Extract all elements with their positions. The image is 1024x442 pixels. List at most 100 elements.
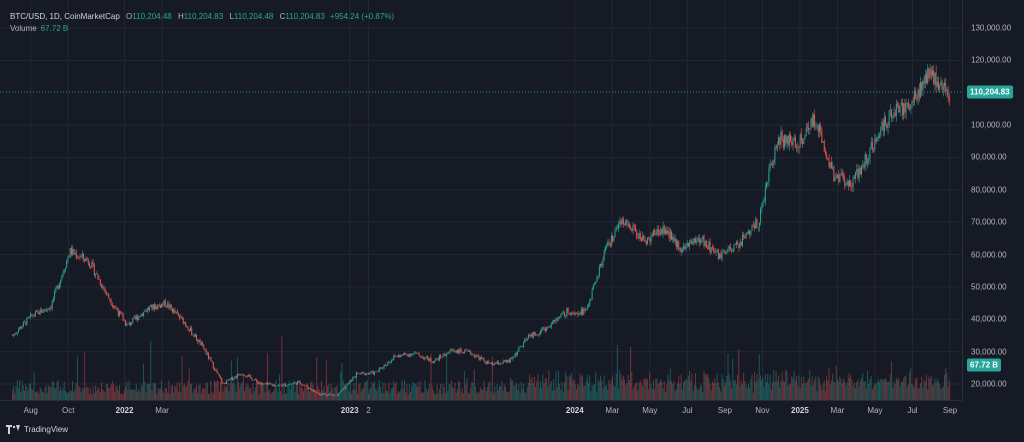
volume-label[interactable]: Volume [10,24,37,33]
volume-bar [153,382,155,400]
volume-bar [345,388,347,400]
candle [923,75,925,89]
candle [693,237,695,245]
candle [280,384,282,386]
volume-bar [111,380,113,400]
candle [209,356,211,359]
volume-bar [768,384,770,400]
candle [479,356,481,362]
volume-bar [417,382,419,400]
candle [681,247,683,253]
volume-bar [109,387,111,400]
volume-bar [505,386,507,400]
candle [853,174,855,180]
volume-bar [667,374,669,400]
volume-bar [612,375,614,400]
volume-bar [234,384,236,400]
volume-bar [759,375,761,400]
price-scale[interactable]: 130,000.00 120,000.00 100,000.00 90,000.00 8… [962,0,1024,400]
candle [832,161,834,171]
candle [883,111,885,136]
candle [654,228,656,236]
volume-bar [435,393,437,400]
volume-bar [90,387,92,400]
volume-bar [642,386,644,400]
candle [40,308,42,313]
candle [848,175,850,187]
volume-bar [882,379,884,400]
candle [54,289,56,302]
volume-bar [823,380,825,400]
legend-volume-row: Volume 67.72 B [10,23,394,35]
chart-pane[interactable]: BTC/USD, 1D, CoinMarketCap O110,204.48 H… [0,0,962,400]
candle [298,380,300,383]
candle [271,383,273,387]
candle [49,306,51,313]
candle [289,383,291,385]
candle [60,279,62,288]
time-scale[interactable]: Aug Oct 2022 Mar 2023 2 2024 Mar May Jul Sep Nov 202… [0,400,962,421]
volume-bar [566,376,568,400]
candle [241,374,243,376]
volume-bar [797,385,799,400]
tradingview-logo[interactable]: TradingView [6,425,68,434]
candle [120,310,122,314]
candle [538,332,540,337]
candle [877,132,879,141]
candle [126,321,128,327]
volume-bar [733,380,735,400]
volume-bar [648,389,650,400]
candle [675,238,677,251]
candle [277,384,279,387]
volume-bar [556,387,558,400]
time-tick-label: 2024 [565,406,584,415]
volume-bar [550,381,552,400]
volume-bar [710,390,712,400]
volume-bar [668,380,670,400]
volume-bar [620,374,622,400]
candle [905,99,907,120]
candle [365,373,367,377]
volume-bar [94,385,96,400]
candle [530,333,532,338]
candle [44,308,46,312]
volume-bar [85,387,87,400]
candle [91,258,93,269]
volume-bar [869,379,871,400]
candle [294,381,296,384]
candle [947,85,949,103]
candle [434,360,436,364]
candle [685,243,687,252]
candles [12,63,950,397]
candle [57,284,59,291]
volume-bar [598,381,600,400]
volume-bar [155,383,157,400]
volume-bar [36,391,38,400]
volume-bar [695,372,697,400]
candle [910,103,912,115]
candle [260,382,262,386]
volume-bar [272,391,274,400]
symbol-label[interactable]: BTC/USD, 1D, CoinMarketCap [10,12,120,21]
candle [247,373,249,378]
candle [191,325,193,337]
volume-bar [548,370,550,400]
volume-bar [568,375,570,400]
candle [435,357,437,362]
candle [643,234,645,243]
candle [134,314,136,321]
candle [773,159,775,169]
candle [873,147,874,153]
candle [407,353,409,358]
volume-bar [161,380,163,400]
volume-bar [143,364,145,400]
candle [402,353,404,356]
volume-bar [845,385,847,400]
volume-bar [410,391,412,400]
candle [383,363,385,370]
candle [733,244,735,252]
candle [548,325,550,329]
volume-bar [22,385,24,400]
volume-bar [947,386,949,400]
candlestick-chart[interactable] [0,0,962,400]
